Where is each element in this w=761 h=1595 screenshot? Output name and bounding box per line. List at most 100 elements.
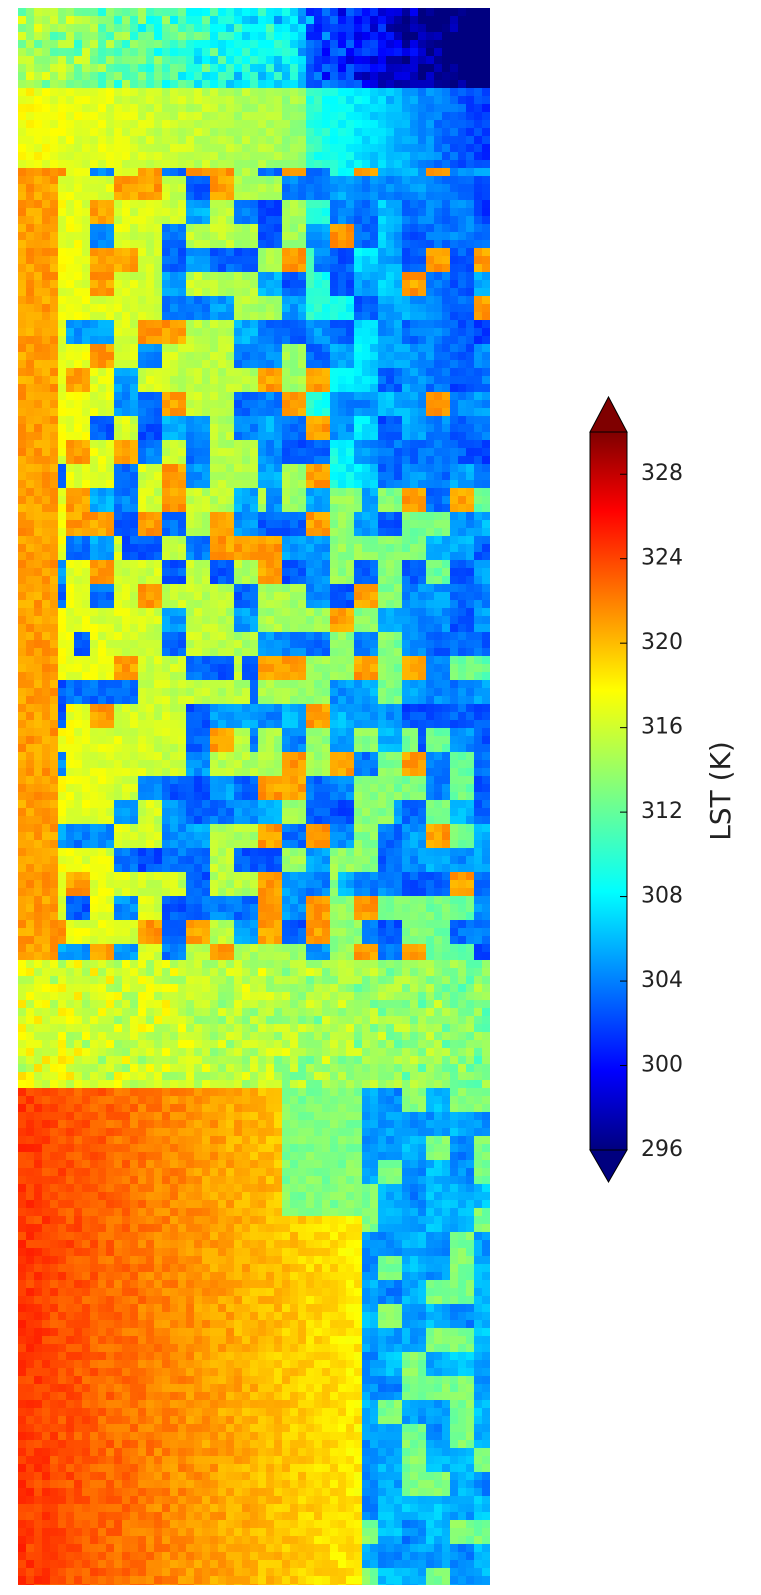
image-cell [234, 680, 242, 688]
image-cell [330, 224, 338, 232]
image-cell [290, 640, 298, 648]
image-cell [42, 544, 50, 552]
image-cell [282, 568, 290, 576]
image-cell [298, 112, 306, 120]
image-cell [458, 64, 466, 72]
image-cell [26, 496, 34, 504]
image-cell [122, 672, 130, 680]
image-cell [130, 472, 138, 480]
image-cell [146, 384, 154, 392]
image-cell [258, 176, 266, 184]
image-cell [282, 672, 290, 680]
image-cell [474, 136, 482, 144]
image-cell [66, 552, 74, 560]
image-cell [154, 368, 162, 376]
image-cell [18, 200, 26, 208]
image-cell [450, 192, 458, 200]
image-cell [290, 224, 298, 232]
image-cell [354, 344, 362, 352]
image-cell [82, 360, 90, 368]
image-cell [154, 104, 162, 112]
image-cell [466, 360, 474, 368]
image-cell [138, 496, 146, 504]
image-cell [474, 184, 482, 192]
image-cell [434, 608, 442, 616]
image-cell [90, 296, 98, 304]
image-cell [74, 384, 82, 392]
image-cell [386, 320, 394, 328]
image-cell [290, 664, 298, 672]
image-cell [306, 152, 314, 160]
image-cell [66, 376, 74, 384]
image-cell [394, 136, 402, 144]
image-cell [210, 136, 218, 144]
image-cell [170, 56, 178, 64]
image-cell [186, 496, 194, 504]
image-cell [266, 560, 274, 568]
image-cell [354, 368, 362, 376]
image-cell [90, 312, 98, 320]
image-cell [42, 608, 50, 616]
image-cell [42, 616, 50, 624]
image-cell [178, 640, 186, 648]
image-cell [290, 56, 298, 64]
image-cell [146, 344, 154, 352]
image-cell [378, 424, 386, 432]
image-cell [290, 600, 298, 608]
image-cell [154, 304, 162, 312]
image-cell [178, 328, 186, 336]
image-cell [130, 416, 138, 424]
image-cell [362, 624, 370, 632]
image-cell [90, 16, 98, 24]
image-cell [130, 272, 138, 280]
image-cell [202, 536, 210, 544]
image-cell [98, 424, 106, 432]
image-cell [114, 568, 122, 576]
image-cell [306, 216, 314, 224]
image-cell [66, 368, 74, 376]
image-cell [202, 184, 210, 192]
image-cell [218, 16, 226, 24]
image-cell [274, 160, 282, 168]
image-cell [458, 144, 466, 152]
image-cell [194, 240, 202, 248]
image-cell [154, 376, 162, 384]
image-cell [354, 440, 362, 448]
image-cell [306, 656, 314, 664]
image-cell [234, 328, 242, 336]
image-cell [50, 496, 58, 504]
image-cell [314, 536, 322, 544]
image-cell [226, 360, 234, 368]
image-cell [82, 352, 90, 360]
image-cell [370, 424, 378, 432]
image-cell [314, 512, 322, 520]
image-cell [18, 464, 26, 472]
image-cell [202, 376, 210, 384]
image-cell [34, 360, 42, 368]
image-cell [418, 64, 426, 72]
image-cell [426, 664, 434, 672]
image-cell [194, 520, 202, 528]
image-cell [298, 344, 306, 352]
image-cell [378, 64, 386, 72]
image-cell [266, 336, 274, 344]
image-cell [426, 8, 434, 16]
image-cell [298, 608, 306, 616]
image-cell [442, 576, 450, 584]
image-cell [474, 560, 482, 568]
image-cell [362, 416, 370, 424]
image-cell [306, 352, 314, 360]
image-cell [450, 216, 458, 224]
image-cell [434, 216, 442, 224]
image-cell [338, 176, 346, 184]
image-cell [274, 464, 282, 472]
image-cell [146, 312, 154, 320]
image-cell [114, 16, 122, 24]
image-cell [354, 464, 362, 472]
image-cell [154, 264, 162, 272]
image-cell [154, 232, 162, 240]
image-cell [122, 224, 130, 232]
image-cell [34, 344, 42, 352]
image-cell [162, 96, 170, 104]
image-cell [178, 344, 186, 352]
